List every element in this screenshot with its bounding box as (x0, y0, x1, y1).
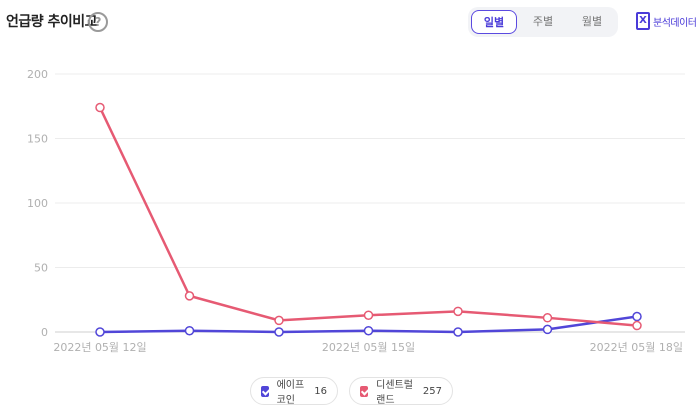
data-point (542, 313, 553, 323)
y-tick-label: 50 (34, 262, 48, 275)
data-point (453, 327, 463, 337)
download-label: 분석데이터 (653, 17, 697, 29)
x-tick-label: 2022년 05월 15일 (322, 340, 415, 354)
data-point (453, 306, 463, 317)
help-icon[interactable]: ? (88, 12, 108, 32)
x-tick-label: 2022년 05월 18일 (590, 340, 683, 354)
data-point (363, 310, 374, 320)
series-line (98, 107, 638, 327)
data-point (632, 311, 642, 322)
legend-item-apecoin[interactable]: 에이프코인 16 (250, 377, 338, 406)
page-title: 언급량 추이비교 (6, 14, 98, 30)
tab-daily[interactable]: 일별 (471, 10, 517, 34)
legend-series-count: 257 (422, 385, 442, 397)
data-point (274, 327, 284, 337)
y-tick-label: 0 (41, 326, 48, 339)
checkbox-icon (360, 385, 369, 397)
period-toggle: 일별 주별 월별 (468, 7, 618, 37)
legend-series-name: 에이프코인 (276, 380, 305, 406)
line-chart: 200 150 100 50 0 2022년 05월 12일 2022년 05월 15일 20… (27, 68, 685, 354)
tab-monthly[interactable]: 월별 (581, 15, 603, 28)
data-point (632, 320, 642, 331)
data-point (95, 102, 105, 113)
data-point (363, 325, 374, 336)
x-tick-label: 2022년 05월 12일 (53, 340, 146, 354)
data-point (184, 291, 195, 301)
y-tick-label: 150 (27, 133, 48, 146)
excel-icon: X (636, 12, 650, 30)
data-point (274, 315, 284, 326)
data-point (542, 324, 553, 335)
download-data-button[interactable]: X 분석데이터 (636, 11, 697, 31)
data-point (95, 327, 105, 337)
data-point (184, 325, 195, 336)
legend-series-name: 디센트럴랜드 (376, 380, 413, 406)
legend-item-decentraland[interactable]: 디센트럴랜드 257 (349, 377, 453, 406)
tab-weekly[interactable]: 주별 (532, 15, 554, 28)
chart-header: 언급량 추이비교 ? 일별 주별 월별 X 분석데이터 (0, 0, 700, 44)
y-tick-label: 100 (27, 197, 48, 210)
y-tick-label: 200 (27, 68, 48, 81)
legend-series-count: 16 (314, 385, 327, 397)
checkbox-icon (261, 385, 269, 397)
